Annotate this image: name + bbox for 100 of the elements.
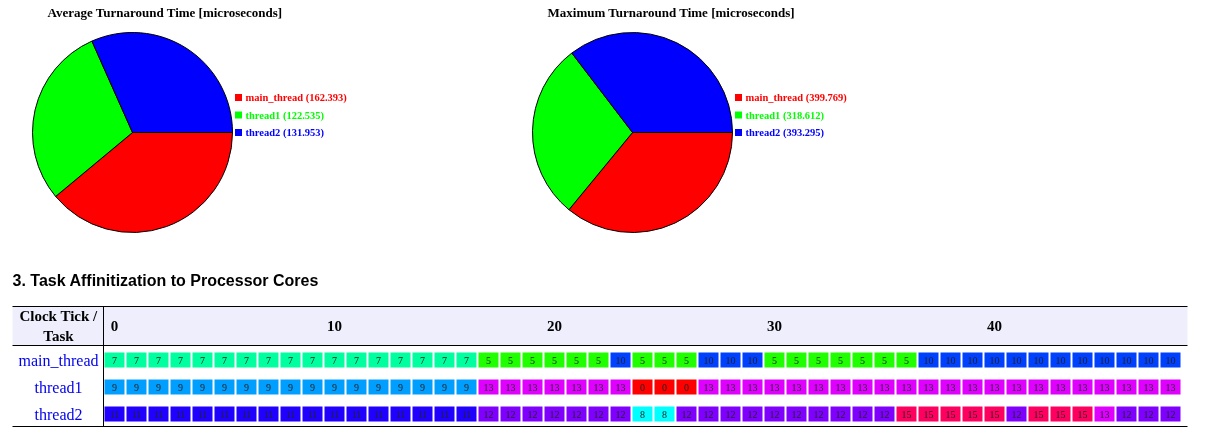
data-label: 10 <box>923 354 934 366</box>
data-label: 11 <box>131 408 142 420</box>
data-label: 13 <box>879 381 890 393</box>
data-label: 11 <box>285 408 296 420</box>
data-label: 10 <box>1011 354 1022 366</box>
data-label: 11 <box>307 408 318 420</box>
legend-label: thread1 (122.535) <box>245 109 325 122</box>
data-label: 5 <box>530 354 535 366</box>
data-label: 7 <box>244 354 249 366</box>
x-tick-label: 20 <box>547 318 562 334</box>
data-label: 13 <box>769 381 780 393</box>
data-label: 13 <box>857 381 868 393</box>
data-label: 11 <box>197 408 208 420</box>
data-label: 11 <box>263 408 274 420</box>
legend-label: main_thread (162.393) <box>245 92 348 104</box>
data-label: 5 <box>552 354 557 366</box>
chart-title: 3. Task Affinitization to Processor Cores <box>12 272 319 289</box>
data-label: 9 <box>398 381 403 393</box>
data-label: 13 <box>1033 381 1044 393</box>
data-label: 12 <box>703 408 714 420</box>
x-tick-label: 10 <box>327 318 342 334</box>
data-label: 9 <box>420 381 425 393</box>
data-label: 7 <box>420 354 425 366</box>
data-label: 13 <box>747 381 758 393</box>
data-label: 9 <box>222 381 227 393</box>
data-label: 11 <box>219 408 230 420</box>
data-label: 15 <box>989 408 1000 420</box>
data-label: 15 <box>1077 408 1088 420</box>
data-label: 11 <box>153 408 164 420</box>
data-label: 13 <box>1143 381 1154 393</box>
data-label: 15 <box>1033 408 1044 420</box>
data-label: 12 <box>791 408 802 420</box>
data-label: 11 <box>373 408 384 420</box>
data-label: 13 <box>1011 381 1022 393</box>
data-label: 7 <box>398 354 403 366</box>
data-label: 12 <box>769 408 780 420</box>
y-tick-label: main_thread <box>18 351 99 369</box>
data-label: 10 <box>615 354 626 366</box>
data-label: 13 <box>1099 381 1110 393</box>
x-tick-label: 30 <box>767 318 782 334</box>
data-label: 13 <box>1165 381 1176 393</box>
data-label: 11 <box>351 408 362 420</box>
data-label: 5 <box>838 354 843 366</box>
data-label: 15 <box>945 408 956 420</box>
data-label: 7 <box>156 354 161 366</box>
data-label: 8 <box>640 408 645 420</box>
data-label: 13 <box>549 381 560 393</box>
data-label: 12 <box>549 408 560 420</box>
data-label: 5 <box>574 354 579 366</box>
legend-label: thread1 (318.612) <box>745 109 825 122</box>
data-label: 10 <box>1033 354 1044 366</box>
data-label: 7 <box>200 354 205 366</box>
data-label: 13 <box>483 381 494 393</box>
data-label: 5 <box>772 354 777 366</box>
y-tick-label: thread1 <box>34 378 83 396</box>
data-label: 11 <box>109 408 120 420</box>
data-label: 13 <box>1077 381 1088 393</box>
data-label: 12 <box>615 408 626 420</box>
data-label: 10 <box>747 354 758 366</box>
data-label: 5 <box>684 354 689 366</box>
data-label: 5 <box>816 354 821 366</box>
data-label: 13 <box>615 381 626 393</box>
data-label: 9 <box>134 381 139 393</box>
y-tick-label: thread2 <box>34 405 83 423</box>
data-label: 10 <box>1165 354 1176 366</box>
data-label: 13 <box>791 381 802 393</box>
data-label: 13 <box>593 381 604 393</box>
data-label: 10 <box>1143 354 1154 366</box>
data-label: 9 <box>156 381 161 393</box>
data-label: 13 <box>1099 408 1110 420</box>
data-label: 13 <box>945 381 956 393</box>
data-label: 12 <box>1121 408 1132 420</box>
data-label: 5 <box>486 354 491 366</box>
data-label: 5 <box>904 354 909 366</box>
data-label: 15 <box>901 408 912 420</box>
data-label: 12 <box>571 408 582 420</box>
data-label: 10 <box>1055 354 1066 366</box>
data-label: 12 <box>857 408 868 420</box>
data-label: 12 <box>747 408 758 420</box>
data-label: 7 <box>288 354 293 366</box>
data-label: 5 <box>640 354 645 366</box>
data-label: 10 <box>703 354 714 366</box>
data-label: 13 <box>901 381 912 393</box>
data-label: 13 <box>1055 381 1066 393</box>
data-label: 12 <box>1011 408 1022 420</box>
data-label: 7 <box>266 354 271 366</box>
data-label: 12 <box>527 408 538 420</box>
data-label: 5 <box>596 354 601 366</box>
data-label: 10 <box>989 354 1000 366</box>
data-label: 0 <box>640 381 645 393</box>
data-label: 11 <box>417 408 428 420</box>
data-label: 5 <box>860 354 865 366</box>
data-label: 12 <box>879 408 890 420</box>
data-label: 11 <box>329 408 340 420</box>
data-label: 7 <box>134 354 139 366</box>
x-tick-label: 40 <box>987 318 1002 334</box>
data-label: 13 <box>835 381 846 393</box>
data-label: 10 <box>967 354 978 366</box>
data-label: 5 <box>794 354 799 366</box>
data-label: 9 <box>112 381 117 393</box>
